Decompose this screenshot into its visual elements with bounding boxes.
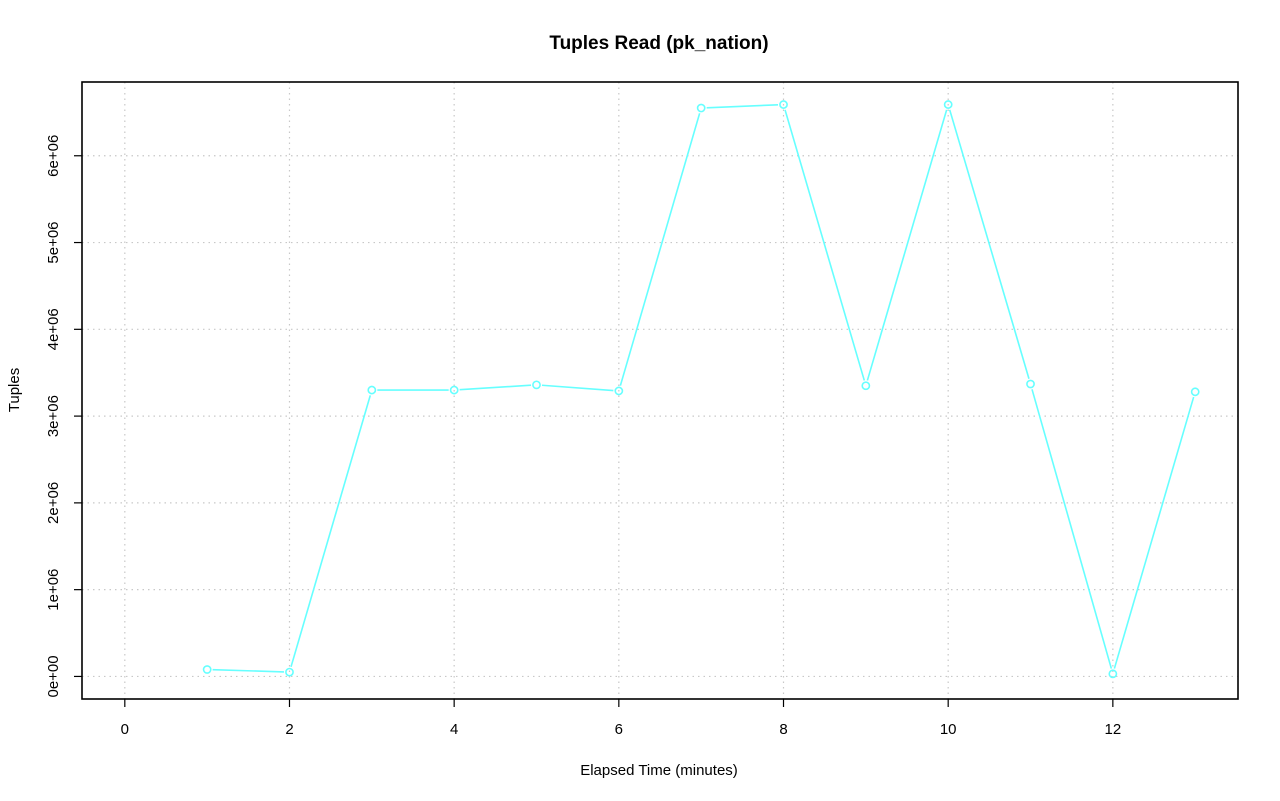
- series-line-segment: [541, 384, 614, 392]
- y-tick-label: 4e+06: [45, 308, 62, 350]
- data-point: [532, 380, 541, 390]
- y-tick-label: 3e+06: [45, 395, 62, 437]
- data-point: [861, 381, 871, 391]
- grid: [82, 82, 1238, 699]
- data-point: [614, 386, 624, 396]
- series-group: [202, 100, 1200, 679]
- series-line-segment: [1031, 389, 1113, 669]
- data-point: [696, 103, 706, 113]
- x-tick-label: 4: [450, 721, 458, 738]
- series-line-segment: [948, 109, 1030, 379]
- chart-title: Tuples Read (pk_nation): [549, 33, 768, 54]
- series-line-segment: [866, 109, 948, 381]
- series-line-segment: [1113, 396, 1195, 669]
- series-line-segment: [459, 384, 532, 391]
- y-tick-label: 2e+06: [45, 482, 62, 524]
- data-point: [1108, 669, 1118, 679]
- x-tick-label: 8: [779, 721, 787, 738]
- x-tick-label: 0: [121, 721, 129, 738]
- x-tick-label: 6: [615, 721, 623, 738]
- data-point: [285, 667, 294, 677]
- x-tick-label: 10: [940, 721, 957, 738]
- x-tick-label: 2: [285, 721, 293, 738]
- series-line-segment: [290, 395, 372, 668]
- y-tick-label: 1e+06: [45, 569, 62, 611]
- data-point: [449, 385, 459, 395]
- data-point: [367, 385, 377, 395]
- y-axis: 0e+00 1e+06 2e+06 3e+06 4e+06 5e+06 6e+06: [45, 135, 82, 698]
- data-point: [202, 665, 212, 674]
- y-tick-label: 0e+00: [45, 655, 62, 697]
- x-axis-label: Elapsed Time (minutes): [580, 762, 738, 779]
- y-tick-label: 5e+06: [45, 221, 62, 263]
- series-line-segment: [706, 103, 779, 109]
- series-line-segment: [212, 668, 285, 673]
- x-tick-label: 12: [1105, 721, 1122, 738]
- data-point: [943, 100, 953, 109]
- series-line-segment: [784, 109, 866, 381]
- data-point: [1026, 379, 1035, 389]
- series-line-segment: [619, 113, 701, 386]
- y-tick-label: 6e+06: [45, 135, 62, 177]
- plot-frame: [81, 81, 1239, 700]
- y-axis-label: Tuples: [6, 368, 23, 412]
- data-point: [1190, 387, 1200, 397]
- x-axis: 0 2 4 6 8 10 12: [121, 699, 1122, 738]
- data-point: [779, 100, 788, 109]
